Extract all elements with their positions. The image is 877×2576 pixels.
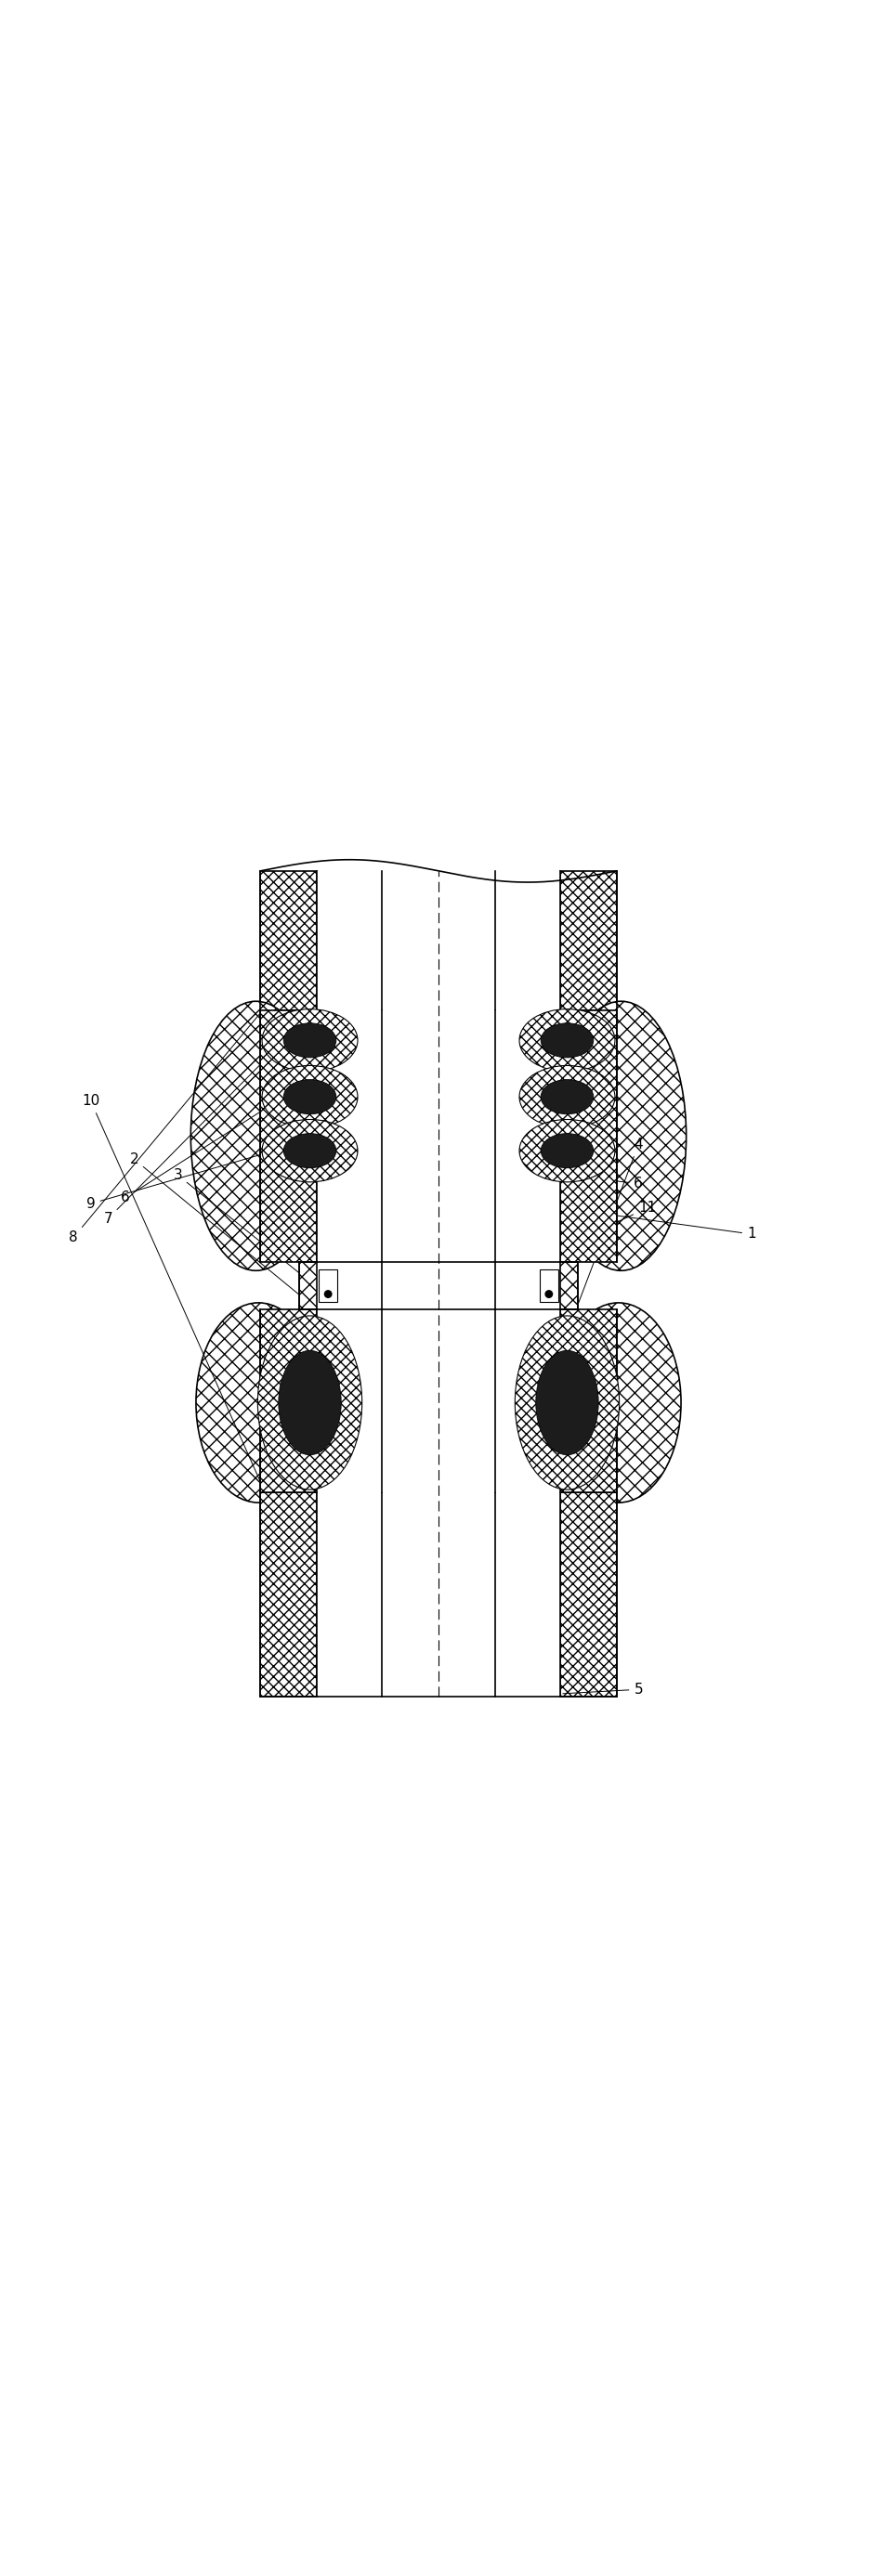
Ellipse shape	[258, 1316, 362, 1489]
Bar	[317, 1492, 560, 1698]
Bar	[317, 1309, 560, 1492]
Ellipse shape	[519, 1066, 615, 1128]
Bar	[560, 871, 617, 1010]
Bar	[260, 1492, 317, 1698]
Circle shape	[324, 1291, 332, 1298]
Text: 5: 5	[563, 1682, 643, 1698]
Ellipse shape	[541, 1133, 594, 1167]
Text: 3: 3	[173, 1167, 310, 1283]
Ellipse shape	[191, 1002, 321, 1270]
Ellipse shape	[262, 1010, 358, 1072]
Ellipse shape	[556, 1002, 686, 1270]
Bar	[317, 871, 560, 1010]
Bar	[560, 1309, 617, 1492]
Bar	[560, 1010, 617, 1262]
Text: 9: 9	[86, 1149, 278, 1211]
Text: 7: 7	[103, 1012, 312, 1226]
Bar	[260, 871, 317, 1010]
Ellipse shape	[279, 1350, 341, 1455]
Bar	[560, 1492, 617, 1698]
Circle shape	[545, 1291, 553, 1298]
Ellipse shape	[519, 1010, 615, 1072]
Text: 6: 6	[570, 1175, 643, 1190]
Ellipse shape	[541, 1079, 594, 1113]
Ellipse shape	[283, 1079, 336, 1113]
Ellipse shape	[262, 1121, 358, 1182]
Bar	[260, 1309, 317, 1492]
Bar	[539, 1270, 559, 1303]
Bar	[299, 1262, 578, 1309]
Ellipse shape	[262, 1066, 358, 1128]
Ellipse shape	[515, 1316, 619, 1489]
Bar	[260, 1010, 317, 1262]
Ellipse shape	[283, 1133, 336, 1167]
Ellipse shape	[556, 1303, 681, 1502]
Ellipse shape	[283, 1023, 336, 1059]
Text: 11: 11	[506, 1200, 656, 1275]
Ellipse shape	[519, 1121, 615, 1182]
Bar	[318, 1270, 338, 1303]
Ellipse shape	[536, 1350, 598, 1455]
Text: 4: 4	[579, 1139, 643, 1303]
Text: 2: 2	[130, 1151, 302, 1296]
Text: 8: 8	[69, 1012, 261, 1244]
Ellipse shape	[541, 1023, 594, 1059]
Bar	[317, 1262, 560, 1309]
Bar	[317, 1010, 560, 1262]
Ellipse shape	[196, 1303, 321, 1502]
Text: 1: 1	[609, 1213, 756, 1242]
Text: 6: 6	[121, 1097, 282, 1206]
Text: 10: 10	[82, 1095, 264, 1489]
